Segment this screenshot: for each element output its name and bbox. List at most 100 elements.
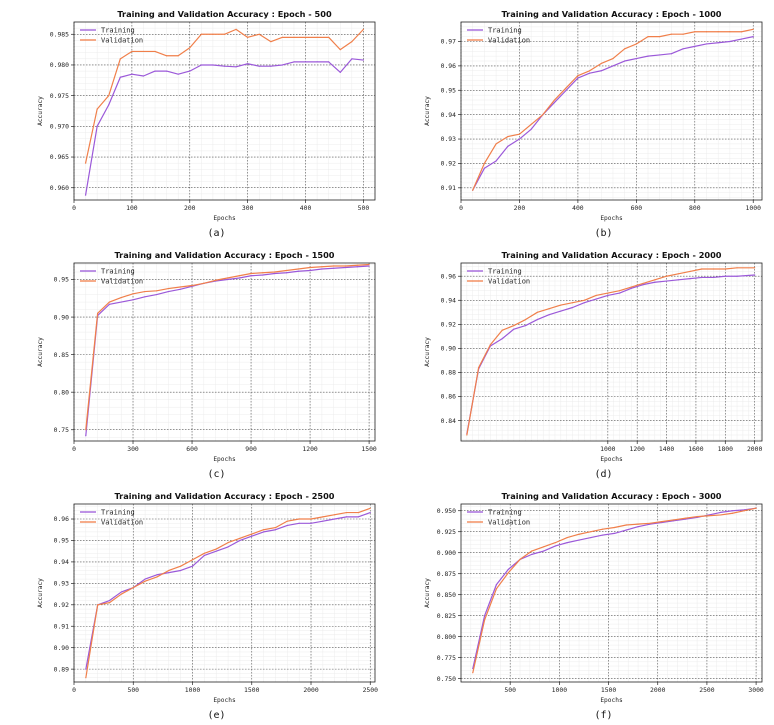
data-point <box>472 672 474 674</box>
y-tick-label: 0.985 <box>50 30 69 38</box>
data-point <box>167 290 170 293</box>
data-point <box>724 268 726 270</box>
data-point <box>705 43 708 45</box>
data-point <box>578 533 580 535</box>
data-point <box>731 510 734 512</box>
y-axis-label: Accuracy <box>37 96 44 126</box>
data-point <box>310 518 312 520</box>
data-point <box>618 292 621 294</box>
x-tick-label: 2500 <box>699 686 715 694</box>
data-point <box>731 512 734 514</box>
data-point <box>519 558 521 561</box>
chart-panel: 0 100 200 300 400 500 0.960 0.965 0.970 0.975 0.98… <box>0 0 387 241</box>
data-point <box>144 290 146 293</box>
data-point <box>607 294 609 297</box>
data-point <box>334 514 336 516</box>
data-point <box>177 55 179 57</box>
data-point <box>96 108 98 110</box>
x-tick-label: 200 <box>514 204 526 212</box>
data-point <box>600 70 602 72</box>
legend: Training Validation <box>80 509 143 527</box>
data-point <box>362 59 365 61</box>
data-point <box>362 28 365 30</box>
data-point <box>513 328 515 330</box>
data-point <box>238 275 240 277</box>
data-point <box>357 511 360 514</box>
data-point <box>642 284 644 286</box>
data-point <box>274 271 276 273</box>
legend-label: Training <box>488 268 522 276</box>
data-point <box>560 304 562 306</box>
data-point <box>518 138 521 140</box>
data-point <box>577 75 579 77</box>
data-point <box>328 61 330 63</box>
data-point <box>743 510 745 512</box>
plot-frame <box>460 262 763 442</box>
data-point <box>682 33 684 35</box>
y-axis-label: Accuracy <box>424 578 431 608</box>
data-point <box>212 33 214 35</box>
data-point <box>507 145 509 147</box>
x-tick-label: 400 <box>572 204 584 212</box>
data-point <box>530 123 532 126</box>
data-point <box>298 522 300 524</box>
legend-label: Validation <box>101 37 143 45</box>
data-point <box>97 312 99 314</box>
chart-panel: 500 1000 1500 2000 2500 3000 0.750 0.775 0.800 0.… <box>387 482 774 723</box>
data-point <box>618 290 621 292</box>
y-axis-label: Accuracy <box>37 337 44 367</box>
panel-caption: (d) <box>594 469 612 480</box>
data-point <box>166 55 168 57</box>
series-line-training <box>472 507 757 669</box>
data-point <box>701 268 703 270</box>
data-point <box>495 160 497 162</box>
data-point <box>142 75 145 77</box>
x-tick-label: 1000 <box>185 686 201 694</box>
y-tick-label: 0.900 <box>437 549 456 557</box>
data-point <box>661 521 663 523</box>
series-points-validation <box>85 263 370 431</box>
legend-label: Training <box>101 509 135 517</box>
chart-svg: 0 200 400 600 800 1000 0.91 0.92 0.93 0.94 0.95 0.9… <box>424 9 763 239</box>
data-point <box>495 584 498 586</box>
data-point <box>215 279 217 281</box>
data-point <box>258 65 260 67</box>
data-point <box>637 523 639 525</box>
data-point <box>262 274 264 276</box>
y-tick-label: 0.89 <box>54 665 70 673</box>
data-point <box>239 539 241 542</box>
data-point <box>740 31 743 33</box>
data-point <box>270 65 272 67</box>
y-tick-label: 0.90 <box>441 345 457 353</box>
y-tick-label: 0.950 <box>437 507 456 515</box>
data-point <box>339 49 341 51</box>
data-point <box>612 65 614 67</box>
chart-title: Training and Validation Accuracy : Epoch… <box>117 9 332 19</box>
data-point <box>654 279 656 281</box>
data-point <box>180 565 182 567</box>
chart-svg: 0 300 600 900 1200 1500 0.75 0.80 0.85 0.90 0.95 Tr… <box>37 250 377 480</box>
data-point <box>309 269 311 272</box>
data-point <box>120 591 123 593</box>
x-tick-label: 3000 <box>748 686 764 694</box>
data-point <box>274 529 277 531</box>
data-point <box>84 194 87 196</box>
y-tick-label: 0.800 <box>437 633 456 641</box>
data-point <box>119 58 121 60</box>
data-point <box>356 266 358 268</box>
data-point <box>285 269 288 272</box>
data-point <box>708 515 710 517</box>
data-point <box>344 265 347 267</box>
data-point <box>566 536 568 539</box>
chart-svg: 0 500 1000 1500 2000 2500 0.89 0.90 0.91 0.92 0.93… <box>37 491 378 721</box>
y-axis-label: Accuracy <box>424 337 431 367</box>
data-point <box>689 278 691 280</box>
y-tick-label: 0.95 <box>54 537 70 545</box>
y-tick-label: 0.775 <box>437 654 456 662</box>
data-point <box>583 299 585 301</box>
data-point <box>659 36 661 38</box>
data-point <box>215 550 217 552</box>
data-point <box>333 265 335 267</box>
data-point <box>154 50 156 53</box>
chart-panel: 0 300 600 900 1200 1500 0.75 0.80 0.85 0.90 0.95 Tr… <box>0 241 387 482</box>
